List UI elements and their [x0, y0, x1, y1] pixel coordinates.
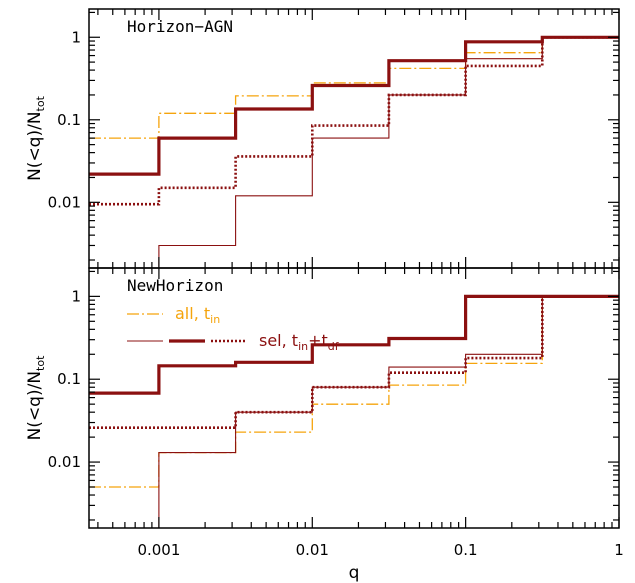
- y-tick-label: 0.01: [48, 193, 81, 211]
- top-panel-y-label-main: N(<q)/N: [25, 111, 45, 180]
- bottom-panel-series: [89, 294, 619, 528]
- series-darkred-thin-line: [158, 36, 619, 268]
- x-tick-label: 1: [614, 541, 624, 559]
- y-tick-label: 1: [71, 287, 81, 305]
- y-tick-label: 0.1: [57, 370, 81, 388]
- y-tick-label: 0.1: [57, 111, 81, 129]
- series-darkred-dotted-line: [89, 295, 619, 429]
- series-orange-dashdot-line: [89, 295, 619, 488]
- legend-entry-all-label: all, tin: [175, 304, 220, 326]
- top-panel-series: [89, 35, 619, 268]
- series-darkred-thick-line: [89, 294, 619, 395]
- top-panel-y-label: N(<q)/Ntot: [25, 95, 47, 181]
- x-tick-label: 0.1: [454, 541, 478, 559]
- y-tick-label: 0.01: [48, 453, 81, 471]
- series-darkred-thin-line: [158, 295, 619, 528]
- x-tick-label: 0.001: [137, 541, 180, 559]
- bottom-panel-y-label: N(<q)/Ntot: [25, 355, 47, 441]
- bottom-panel-frame: [88, 267, 620, 529]
- legend-entry-sel-label: sel, tin+tdf: [259, 331, 340, 353]
- bottom-panel: 0.001 0.01 0.1 1 0.01 0.1 1 NewHorizon N(<q)/N…: [25, 267, 624, 583]
- series-darkred-dotted-line: [89, 36, 619, 206]
- y-tick-label: 1: [71, 28, 81, 46]
- bottom-panel-title: NewHorizon: [127, 276, 223, 295]
- x-axis-label: q: [349, 563, 360, 583]
- bottom-panel-y-label-main: N(<q)/N: [25, 371, 45, 440]
- x-tick-label: 0.01: [296, 541, 329, 559]
- series-orange-dashdot-line: [89, 36, 619, 139]
- bottom-panel-y-label-sub: tot: [34, 355, 47, 371]
- top-panel-y-label-sub: tot: [34, 95, 47, 111]
- top-panel-title: Horizon−AGN: [127, 17, 233, 36]
- legend: all, tin sel, tin+tdf: [127, 304, 340, 353]
- top-panel: 0.01 0.1 1 Horizon−AGN N(<q)/Ntot: [25, 8, 620, 269]
- series-darkred-thick-line: [89, 35, 619, 176]
